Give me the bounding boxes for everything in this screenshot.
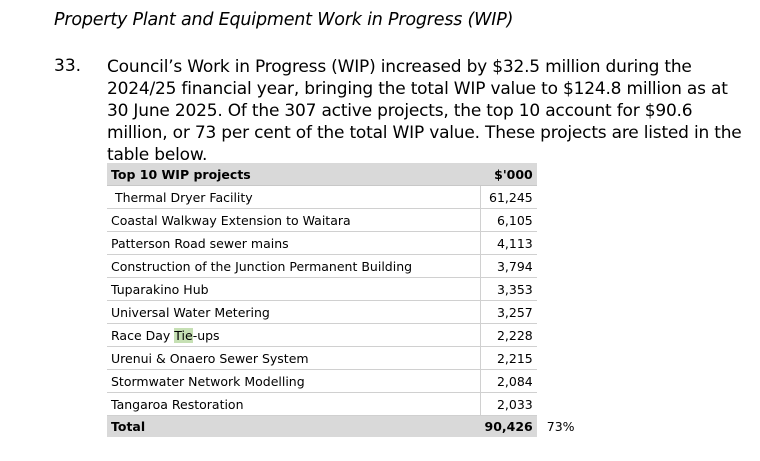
project-name: Tuparakino Hub [107, 277, 481, 301]
total-value: 90,426 [480, 415, 537, 437]
paragraph-number: 33. [54, 56, 82, 76]
project-name: Patterson Road sewer mains [107, 231, 481, 255]
project-value: 3,794 [480, 254, 537, 278]
project-value: 3,257 [480, 300, 537, 324]
project-name: Thermal Dryer Facility [107, 185, 481, 209]
project-value: 6,105 [480, 208, 537, 232]
header-projects: Top 10 WIP projects [107, 163, 481, 186]
project-name: Urenui & Onaero Sewer System [107, 346, 481, 370]
table-row: Patterson Road sewer mains 4,113 [107, 231, 579, 255]
table-row: Tuparakino Hub 3,353 [107, 277, 579, 301]
project-name: Coastal Walkway Extension to Waitara [107, 208, 481, 232]
total-percent: 73% [536, 415, 579, 437]
section-heading: Property Plant and Equipment Work in Pro… [54, 10, 514, 30]
project-value: 3,353 [480, 277, 537, 301]
project-name: Tangaroa Restoration [107, 392, 481, 416]
wip-projects-table: Top 10 WIP projects $'000 Thermal Dryer … [107, 163, 579, 437]
table-row: Stormwater Network Modelling 2,084 [107, 369, 579, 393]
table-row: Coastal Walkway Extension to Waitara 6,1… [107, 208, 579, 232]
table-row: Urenui & Onaero Sewer System 2,215 [107, 346, 579, 370]
paragraph-text: Council’s Work in Progress (WIP) increas… [107, 57, 742, 165]
project-name: Stormwater Network Modelling [107, 369, 481, 393]
project-name: Race Day Tie-ups [107, 323, 481, 347]
project-name-part: -ups [192, 327, 220, 343]
table-row: Construction of the Junction Permanent B… [107, 254, 579, 278]
project-name-part: Race Day [111, 327, 175, 343]
project-value: 61,245 [480, 185, 537, 209]
project-value: 4,113 [480, 231, 537, 255]
project-value: 2,084 [480, 369, 537, 393]
project-name: Universal Water Metering [107, 300, 481, 324]
table-row: Universal Water Metering 3,257 [107, 300, 579, 324]
table-header-row: Top 10 WIP projects $'000 [107, 163, 579, 186]
table-total-row: Total 90,426 73% [107, 415, 579, 437]
table-row: Race Day Tie-ups 2,228 [107, 323, 579, 347]
project-value: 2,215 [480, 346, 537, 370]
total-label: Total [107, 415, 481, 437]
table-row: Tangaroa Restoration 2,033 [107, 392, 579, 416]
table-row: Thermal Dryer Facility 61,245 [107, 185, 579, 209]
project-name: Construction of the Junction Permanent B… [107, 254, 481, 278]
highlighted-text: Tie [174, 327, 193, 343]
header-value: $'000 [480, 163, 537, 186]
project-value: 2,228 [480, 323, 537, 347]
project-value: 2,033 [480, 392, 537, 416]
